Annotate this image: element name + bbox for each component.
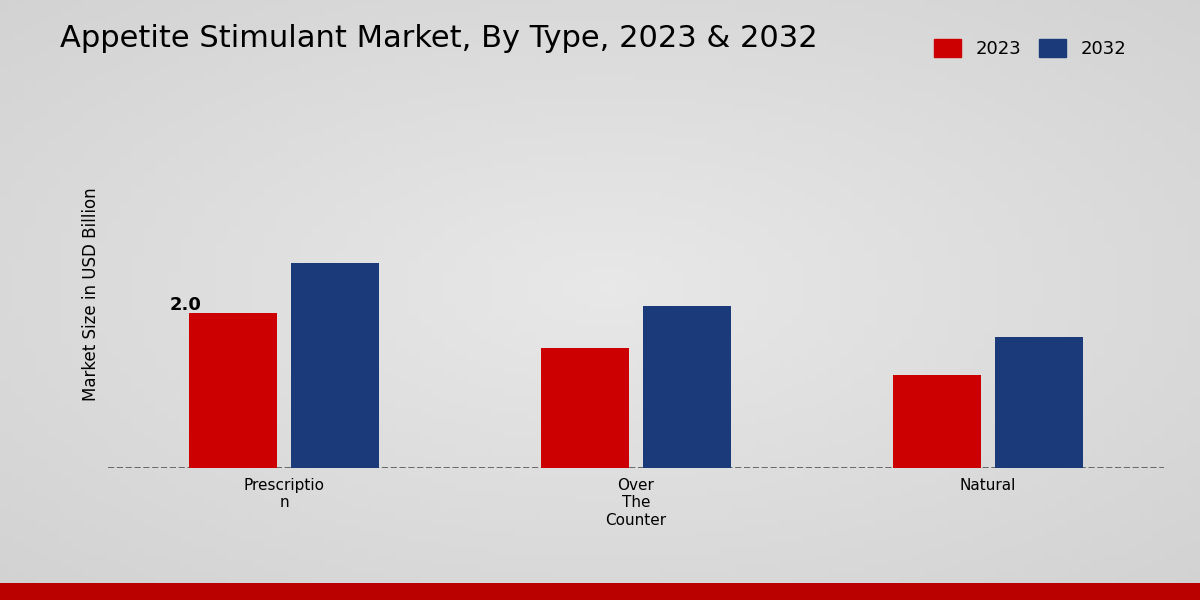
Y-axis label: Market Size in USD Billion: Market Size in USD Billion <box>82 187 100 401</box>
Text: Appetite Stimulant Market, By Type, 2023 & 2032: Appetite Stimulant Market, By Type, 2023… <box>60 24 817 53</box>
Bar <box>893 375 980 468</box>
Legend: 2023, 2032: 2023, 2032 <box>926 32 1134 65</box>
Bar <box>188 313 277 468</box>
Text: 2.0: 2.0 <box>169 296 202 314</box>
Bar <box>643 305 731 468</box>
Bar <box>292 263 379 468</box>
Bar <box>995 337 1084 468</box>
Bar <box>541 348 629 468</box>
